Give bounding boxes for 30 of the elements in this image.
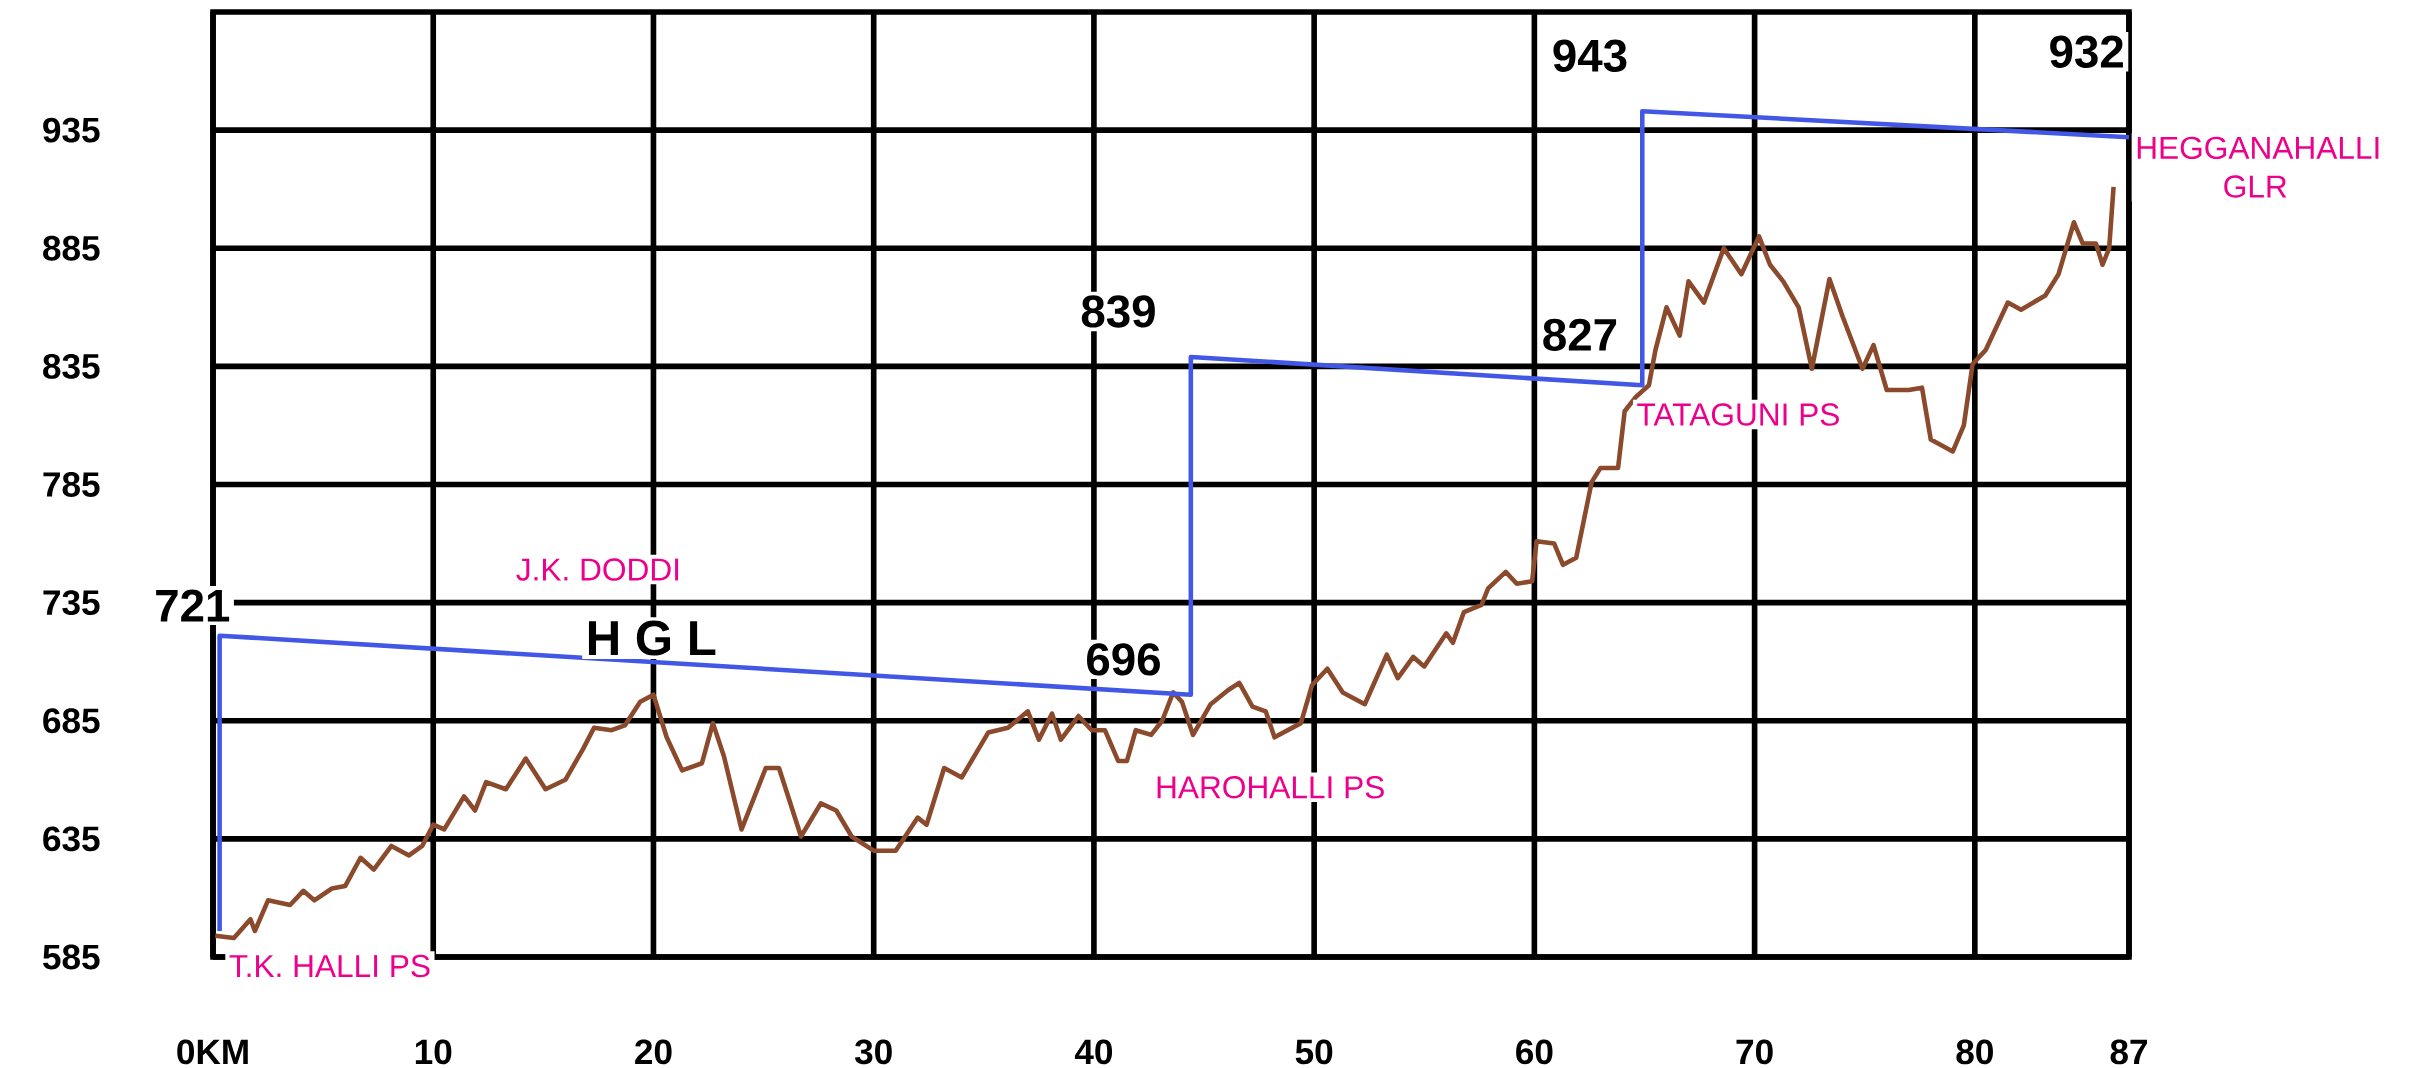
- x-tick-label: 70: [1736, 1039, 1773, 1065]
- annotation: 943: [1553, 39, 1627, 72]
- x-tick-label: 60: [1516, 1039, 1553, 1065]
- y-tick-label: 685: [43, 708, 100, 734]
- annotation: 827: [1543, 318, 1617, 352]
- annotation: HAROHALLI PS: [1157, 776, 1384, 799]
- x-tick-label: 0KM: [177, 1039, 248, 1065]
- annotation: J.K. DODDI: [516, 558, 679, 581]
- y-tick-label: 785: [43, 472, 100, 497]
- x-tick-label: 80: [1956, 1039, 1993, 1065]
- y-tick-label: 885: [43, 235, 100, 261]
- x-tick-label: 10: [415, 1039, 452, 1065]
- annotation: TATAGUNI PS: [1637, 403, 1839, 426]
- y-tick-label: 635: [43, 826, 100, 852]
- x-tick-label: 30: [854, 1039, 892, 1065]
- x-tick-label: 40: [1074, 1039, 1113, 1065]
- annotation: 932: [2050, 35, 2123, 68]
- annotation: 839: [1081, 295, 1155, 328]
- annotation: 696: [1087, 643, 1160, 676]
- series-label: H G L: [588, 620, 716, 656]
- y-tick-label: 735: [43, 590, 100, 616]
- y-tick-label: 585: [43, 944, 100, 970]
- x-tick-label: 87: [2110, 1039, 2148, 1065]
- annotation: T.K. HALLI PS: [229, 954, 430, 978]
- x-tick-label: 20: [635, 1039, 672, 1065]
- x-tick-label: 50: [1295, 1039, 1333, 1065]
- annotation: HEGGANAHALLI GLR: [2137, 136, 2379, 198]
- y-tick-label: 835: [43, 353, 100, 379]
- y-tick-label: 935: [43, 117, 100, 143]
- annotation: 721: [156, 589, 230, 622]
